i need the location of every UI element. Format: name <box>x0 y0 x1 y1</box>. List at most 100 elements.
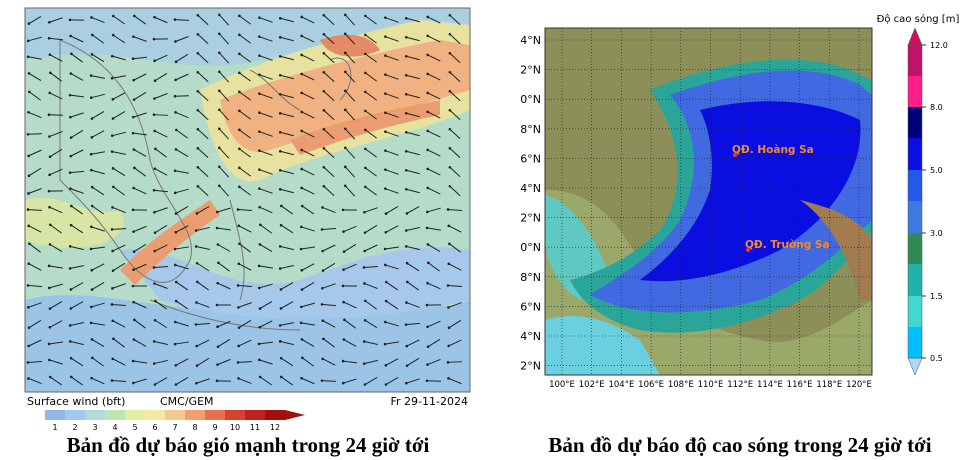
wind-arrow <box>427 187 441 195</box>
wind-arrow-head <box>89 247 93 251</box>
wind-arrow <box>70 282 84 290</box>
wind-arrow <box>113 338 125 348</box>
wind-arrow <box>238 319 252 329</box>
wind-arrow <box>385 321 399 327</box>
wind-arrow <box>323 71 335 83</box>
wind-arrow-head <box>446 361 450 364</box>
wind-arrow <box>28 377 42 385</box>
wind-arrow <box>344 14 356 26</box>
wind-arrow <box>112 92 126 100</box>
wind-arrow-head <box>91 356 94 360</box>
wind-arrow <box>133 301 147 309</box>
wind-arrow-head <box>153 15 156 19</box>
wave-scale-swatch <box>908 76 922 107</box>
wind-arrow <box>196 206 210 214</box>
wind-arrow <box>49 300 63 310</box>
wind-arrow <box>343 263 357 271</box>
wind-arrow <box>364 377 378 385</box>
wind-arrow <box>323 166 335 178</box>
wind-arrow-head <box>216 281 219 285</box>
wind-arrow-head <box>258 35 261 38</box>
lat-label: 0°N <box>520 241 541 254</box>
wind-arrow <box>197 185 209 197</box>
wind-caption: Bản đồ dự báo gió mạnh trong 24 giờ tới <box>67 433 430 457</box>
wind-arrow-head <box>175 128 178 132</box>
wind-arrow-head <box>364 14 367 18</box>
wind-arrow-head <box>322 146 326 150</box>
wind-arrow-head <box>153 59 156 63</box>
wind-arrow-head <box>70 375 73 379</box>
wind-scale-label: 9 <box>212 423 217 432</box>
wind-arrow-head <box>384 130 387 133</box>
wind-arrow <box>70 245 84 251</box>
wind-arrow-head <box>90 288 94 291</box>
wind-arrow-head <box>384 230 388 234</box>
wind-arrow <box>175 300 189 310</box>
wind-arrow <box>154 72 168 82</box>
wind-arrow-head <box>258 375 262 379</box>
wind-arrow-head <box>89 152 93 156</box>
wind-arrow <box>70 112 84 118</box>
wind-arrow-head <box>132 35 135 38</box>
wind-arrow-head <box>343 89 347 93</box>
wind-arrow <box>49 283 63 289</box>
wind-arrow <box>175 321 189 327</box>
wind-arrow-head <box>383 320 387 324</box>
wind-arrow <box>69 170 85 174</box>
wind-arrow-head <box>238 185 241 189</box>
wind-arrow <box>155 148 167 158</box>
wave-scale-label: 3.0 <box>930 229 943 238</box>
wind-arrow <box>447 285 463 287</box>
wind-arrow-head <box>448 89 452 93</box>
wind-arrow <box>49 92 63 100</box>
wind-arrow <box>280 340 294 346</box>
wind-footer-title: Surface wind (bft) <box>27 395 125 408</box>
wind-arrow-head <box>343 70 347 74</box>
wind-arrow-head <box>384 16 387 19</box>
wind-arrow <box>301 54 315 62</box>
wind-arrow <box>280 224 294 234</box>
wind-arrow <box>113 186 125 196</box>
wind-arrow <box>28 111 42 119</box>
wind-arrow <box>280 282 294 290</box>
wind-arrow-head <box>278 267 282 270</box>
wind-arrow <box>112 131 126 137</box>
wind-arrow <box>301 168 315 176</box>
wind-arrow <box>28 302 42 308</box>
wind-arrow <box>449 243 461 253</box>
wind-arrow-head <box>258 243 262 246</box>
wind-arrow <box>427 282 441 290</box>
wind-arrow <box>70 149 84 157</box>
wind-arrow-head <box>238 109 241 113</box>
wind-arrow-head <box>91 33 94 37</box>
lat-label: 4°N <box>520 34 541 47</box>
wind-arrow-head <box>426 167 430 171</box>
wind-arrow-head <box>152 113 156 116</box>
wind-arrow-head <box>174 110 177 114</box>
wind-arrow <box>175 205 189 215</box>
wind-arrow <box>344 52 356 64</box>
wind-arrow <box>176 129 188 139</box>
wind-arrow <box>301 377 315 385</box>
wind-arrow <box>238 302 252 308</box>
wind-arrow-head <box>258 16 261 19</box>
wind-arrow-head <box>237 306 240 309</box>
wind-arrow <box>70 322 84 326</box>
wind-arrow <box>321 228 337 230</box>
wind-arrow <box>91 93 105 99</box>
wind-arrow <box>259 17 273 23</box>
wind-arrow <box>280 131 294 137</box>
wind-arrow-head <box>111 98 115 101</box>
lat-label: 6°N <box>520 300 541 313</box>
wind-arrow-head <box>69 72 73 75</box>
wind-arrow <box>70 357 84 367</box>
wind-arrow-head <box>258 92 261 95</box>
wave-scale-swatch <box>908 233 922 264</box>
wind-arrow <box>112 358 126 366</box>
wind-arrow <box>259 150 273 156</box>
wind-arrow-head <box>26 208 30 211</box>
wind-arrow <box>280 188 294 194</box>
wind-arrow <box>196 262 210 272</box>
wind-arrow-head <box>257 342 261 346</box>
wind-arrow <box>175 264 189 270</box>
